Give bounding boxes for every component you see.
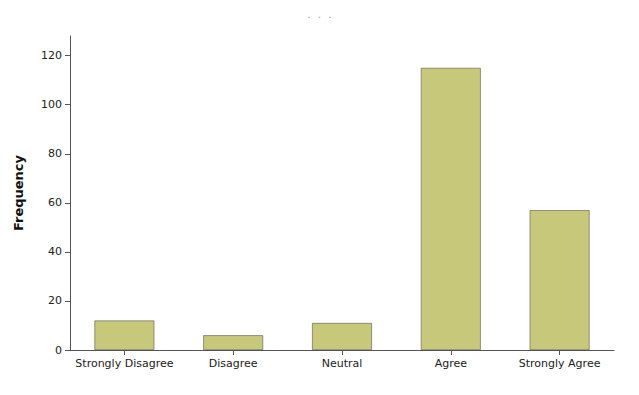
svg-text:0: 0 — [55, 344, 62, 357]
svg-text:40: 40 — [48, 245, 62, 258]
svg-text:. . .: . . . — [307, 8, 331, 21]
svg-text:Frequency: Frequency — [11, 154, 26, 231]
svg-text:Strongly Agree: Strongly Agree — [519, 357, 601, 370]
svg-text:Strongly Disagree: Strongly Disagree — [75, 357, 173, 370]
svg-text:Neutral: Neutral — [322, 357, 363, 370]
svg-text:100: 100 — [41, 98, 62, 111]
svg-text:Disagree: Disagree — [209, 357, 258, 370]
svg-text:120: 120 — [41, 49, 62, 62]
svg-text:20: 20 — [48, 294, 62, 307]
svg-text:80: 80 — [48, 147, 62, 160]
svg-text:60: 60 — [48, 196, 62, 209]
svg-text:Agree: Agree — [435, 357, 468, 370]
